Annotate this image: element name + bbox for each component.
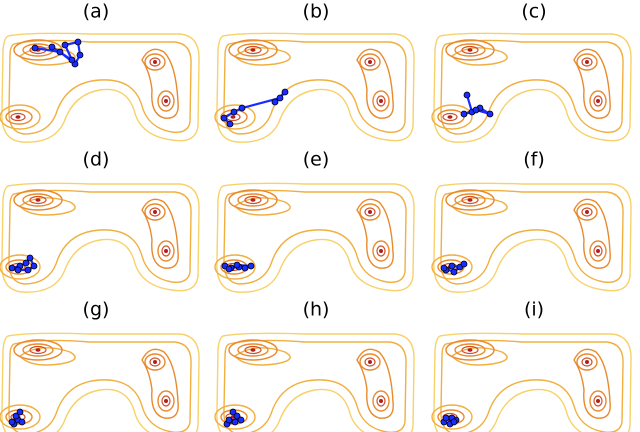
trajectory-point: [225, 265, 233, 273]
panel: [214, 182, 415, 293]
panel-label: (h): [303, 299, 330, 321]
contour-plot: [214, 182, 415, 293]
trajectory-point: [8, 264, 16, 272]
trajectory-point: [16, 408, 24, 416]
contour-plot: [431, 182, 632, 293]
trajectory-point: [463, 91, 471, 99]
trajectory-point: [14, 266, 22, 274]
trajectory-point: [48, 43, 56, 51]
trajectory-point: [247, 262, 255, 270]
trajectory-point: [231, 418, 239, 426]
panel-label: (f): [523, 149, 545, 171]
trajectory-point: [230, 108, 238, 116]
contour-plot: [0, 32, 200, 143]
trajectory-point: [76, 51, 84, 59]
trajectory-point: [233, 412, 241, 420]
panel-label: (g): [83, 299, 110, 321]
trajectory-point: [12, 412, 20, 420]
contour-plot: [0, 332, 200, 432]
panel-label: (d): [83, 149, 110, 171]
trajectory-point: [8, 418, 16, 426]
trajectory-point: [460, 260, 468, 268]
trajectory-point: [18, 418, 26, 426]
contour-plot: [214, 332, 415, 432]
trajectory-point: [22, 259, 30, 267]
contour-plot: [214, 32, 415, 143]
panel-label: (c): [521, 1, 546, 23]
trajectory-point: [460, 110, 468, 118]
panel-label: (i): [524, 299, 544, 321]
trajectory-point: [30, 262, 38, 270]
trajectory-point: [238, 104, 246, 112]
trajectory-point: [229, 408, 237, 416]
trajectory-point: [237, 416, 245, 424]
trajectory-point: [442, 414, 450, 422]
trajectory-point: [220, 114, 228, 122]
trajectory-point: [24, 266, 32, 274]
trajectory-point: [450, 268, 458, 276]
panel: [431, 182, 632, 293]
trajectory-point: [225, 416, 233, 424]
panel: [0, 32, 200, 143]
trajectory-point: [486, 110, 494, 118]
panel: [431, 332, 632, 432]
trajectory-point: [31, 44, 39, 52]
contour-plot: [0, 182, 200, 293]
contour-plot: [431, 332, 632, 432]
panel: [0, 182, 200, 293]
trajectory-point: [68, 56, 76, 64]
trajectory-point: [233, 261, 241, 269]
trajectory-point: [281, 88, 289, 96]
trajectory-point: [271, 98, 279, 106]
panel-label: (a): [83, 1, 109, 23]
trajectory-point: [440, 264, 448, 272]
trajectory-point: [26, 254, 34, 262]
trajectory-point: [450, 418, 458, 426]
trajectory-point: [472, 106, 480, 114]
trajectory-point: [226, 120, 234, 128]
panel: [214, 32, 415, 143]
trajectory-point: [56, 48, 64, 56]
trajectory-point: [276, 94, 284, 102]
panel: [431, 32, 632, 143]
panel: [0, 332, 200, 432]
panel-label: (e): [303, 149, 330, 171]
trajectory-point: [448, 262, 456, 270]
trajectory-point: [61, 41, 69, 49]
contour-plot: [431, 32, 632, 143]
panel-label: (b): [303, 1, 330, 23]
trajectory-point: [74, 38, 82, 46]
trajectory-point: [241, 264, 249, 272]
panel: [214, 332, 415, 432]
